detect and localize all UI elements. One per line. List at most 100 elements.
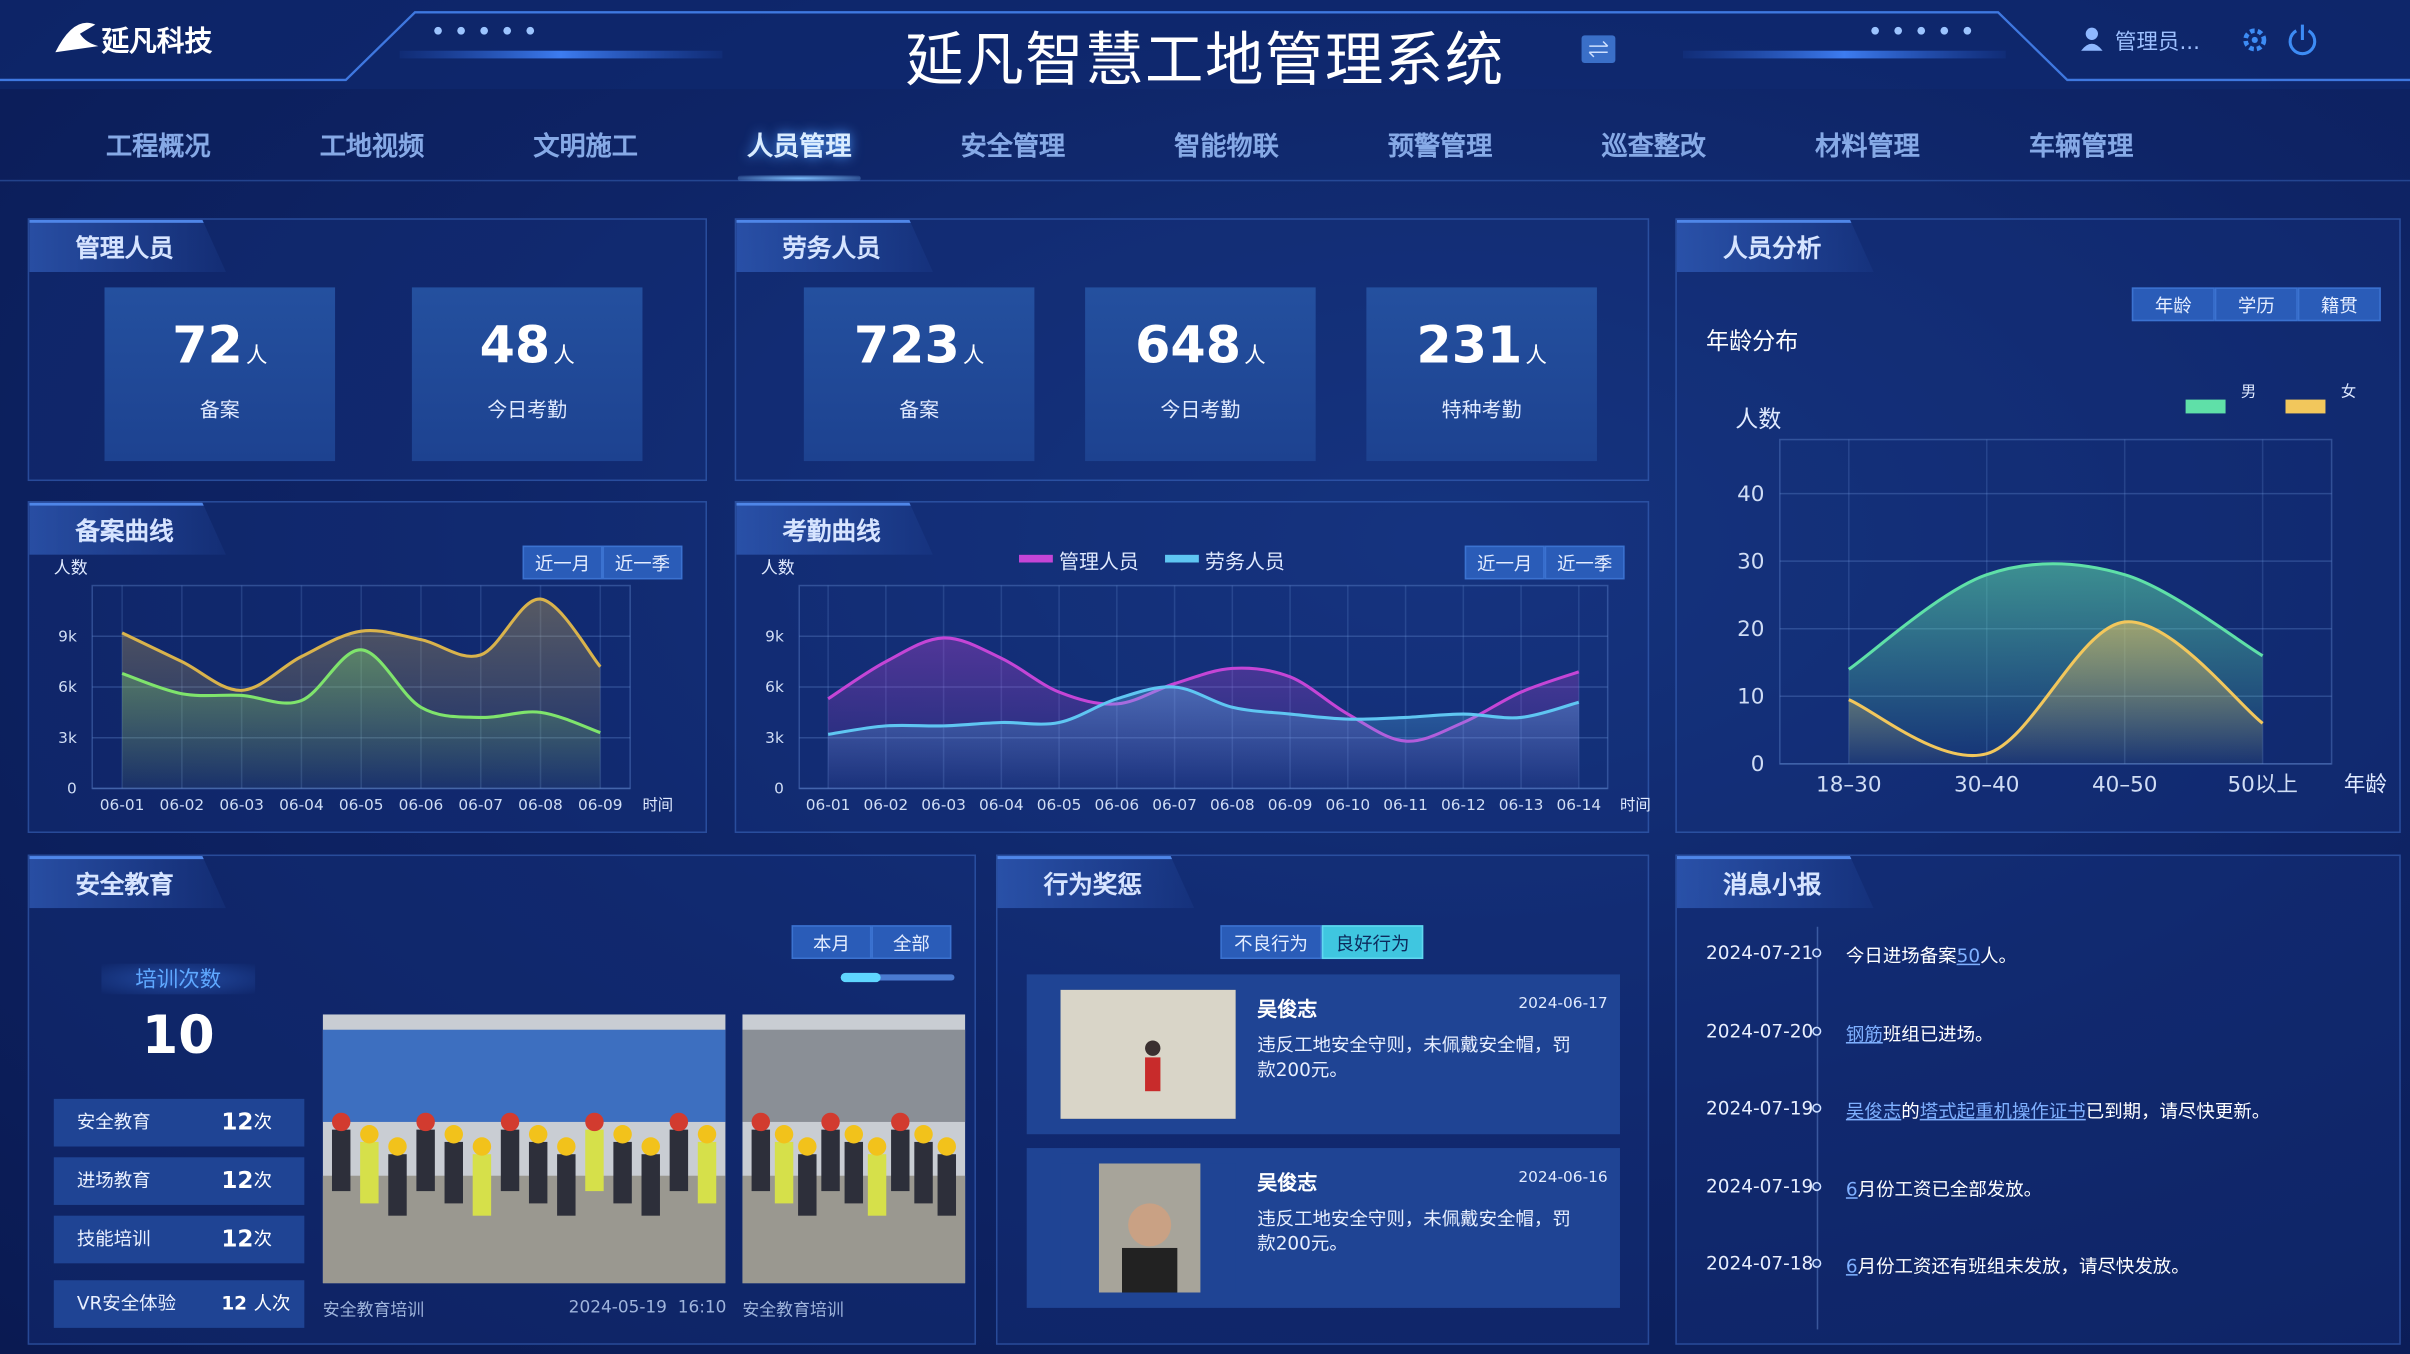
nav-item[interactable]: 人员管理 <box>746 132 852 163</box>
training-unit: 人次 <box>253 1292 291 1315</box>
training-photo <box>322 1014 726 1284</box>
photo-person <box>844 1141 864 1204</box>
nav-item[interactable]: 智能物联 <box>1174 132 1279 163</box>
record-date: 2024-06-16 <box>1518 1169 1608 1187</box>
tab-button[interactable]: 全部 <box>871 925 952 960</box>
news-fragment: 月份工资还有班组未发放，请尽快发放。 <box>1857 1255 2190 1278</box>
nav-item[interactable]: 材料管理 <box>1815 132 1920 163</box>
nav-item[interactable]: 巡查整改 <box>1601 132 1707 163</box>
nav-item[interactable]: 预警管理 <box>1387 132 1493 163</box>
chart: 0 3k 6k 9k 06-01 06-02 06-03 06-04 06-05 06-06 06-… <box>761 550 1651 814</box>
news-text: 吴俊志的塔式起重机操作证书已到期，请尽快更新。 <box>1846 1097 2270 1123</box>
x-tick-label: 06-04 <box>979 796 1024 814</box>
legend-swatch <box>2285 399 2326 414</box>
tab-button[interactable]: 年龄 <box>2131 287 2215 322</box>
y-tick-label: 10 <box>1737 684 1764 709</box>
photo-helmet <box>360 1125 379 1144</box>
stat-value: 48 <box>479 315 551 376</box>
photo-helmet <box>585 1112 604 1132</box>
slider-thumb <box>840 972 881 983</box>
nav-item[interactable]: 工程概况 <box>106 132 211 163</box>
tab-button[interactable]: 本月 <box>791 925 872 960</box>
x-tick-label: 06-06 <box>1095 796 1140 814</box>
stat-value: 648 <box>1135 315 1242 376</box>
nav-item[interactable]: 车辆管理 <box>2028 132 2134 163</box>
training-value: 12 <box>221 1108 254 1136</box>
training-row: 进场教育 12 次 <box>53 1157 305 1205</box>
tab-button[interactable]: 籍贯 <box>2297 287 2381 322</box>
tab-button[interactable]: 近一月 <box>1464 545 1545 580</box>
nav-item[interactable]: 文明施工 <box>533 132 638 163</box>
panel-title: 管理人员 <box>29 219 226 273</box>
y-tick-label: 30 <box>1737 549 1764 574</box>
photo-person <box>388 1154 407 1216</box>
series-area <box>828 686 1579 789</box>
photo-person <box>821 1129 840 1192</box>
x-tick-label: 06-01 <box>100 796 145 814</box>
news-link[interactable]: 钢筋 <box>1845 1022 1883 1045</box>
count-value: 10 <box>141 1005 215 1067</box>
photo-person <box>613 1141 632 1204</box>
news-link[interactable]: 50 <box>1956 945 1981 967</box>
record-card: 吴俊志 2024-06-17 违反工地安全守则，未佩戴安全帽，罚款200元。 <box>1026 974 1620 1135</box>
news-text: 6月份工资已全部发放。 <box>1846 1175 2042 1201</box>
training-name: VR安全体验 <box>76 1292 177 1315</box>
photo-body <box>1145 1057 1161 1092</box>
panel: 安全教育 本月 全部 培训次数 10 安全教育 12 次进场教育 12 次技能培训 12 次 VR安全体… <box>27 854 976 1345</box>
photo-person <box>914 1141 933 1204</box>
news-date: 2024-07-21 <box>1706 942 1814 964</box>
tab-button[interactable]: 近一季 <box>1544 545 1625 580</box>
news-link[interactable]: 塔式起重机操作证书 <box>1919 1100 2086 1122</box>
y-tick-label: 6k <box>58 678 77 696</box>
news-link[interactable]: 吴俊志 <box>1845 1100 1902 1122</box>
photo-helmet <box>669 1112 689 1132</box>
photo-person <box>669 1129 689 1192</box>
x-tick-label: 06-05 <box>1037 796 1082 814</box>
photo-building <box>742 1029 966 1122</box>
stat-unit: 人 <box>962 344 985 369</box>
series-line <box>121 597 602 692</box>
y-tick-label: 6k <box>765 678 784 696</box>
photo-helmet <box>914 1125 933 1144</box>
nav-item[interactable]: 安全管理 <box>960 132 1066 163</box>
training-row: 安全教育 12 次 <box>53 1098 305 1147</box>
photo-body <box>1122 1247 1178 1293</box>
x-axis-label: 年龄 <box>2344 773 2387 798</box>
stat-value-row: 231 人 <box>1366 315 1597 375</box>
news-text: 钢筋班组已进场。 <box>1846 1020 1994 1046</box>
logo: 延凡科技 <box>101 26 213 59</box>
stat-value-row: 72 人 <box>105 315 336 375</box>
photo-helmet <box>798 1137 817 1156</box>
y-tick-label: 0 <box>1751 752 1765 777</box>
y-tick-label: 9k <box>765 627 784 645</box>
x-tick-label: 06-07 <box>458 796 503 814</box>
timeline-dot <box>1812 1025 1822 1036</box>
tab-button[interactable]: 学历 <box>2214 287 2298 322</box>
panel-title: 安全教育 <box>29 856 226 909</box>
y-axis-label: 人数 <box>1735 407 1781 433</box>
news-link[interactable]: 6 <box>1845 1178 1858 1200</box>
timeline-dot <box>1812 948 1822 958</box>
tab-button[interactable]: 近一季 <box>602 545 683 580</box>
photo-person <box>751 1129 771 1192</box>
record-date: 2024-06-17 <box>1518 995 1608 1013</box>
user-name[interactable]: 管理员... <box>2114 30 2200 56</box>
news-fragment: 今日进场备案 <box>1845 945 1957 967</box>
training-unit: 次 <box>253 1111 273 1133</box>
news-date: 2024-07-19 <box>1706 1097 1814 1119</box>
photo-helmet <box>937 1137 957 1156</box>
training-value: 12 <box>221 1166 254 1195</box>
tab-button[interactable]: 良好行为 <box>1321 925 1424 960</box>
news-link[interactable]: 6 <box>1845 1255 1858 1278</box>
stat-label: 备案 <box>899 399 940 423</box>
nav-item[interactable]: 工地视频 <box>319 132 425 163</box>
panel-title: 考勤曲线 <box>736 502 933 555</box>
header-decoration <box>0 0 2410 90</box>
y-tick-label: 40 <box>1737 482 1764 507</box>
tab-button[interactable]: 不良行为 <box>1220 925 1322 960</box>
training-name: 进场教育 <box>76 1169 151 1192</box>
record-photo <box>1060 989 1236 1119</box>
tab-button[interactable]: 近一月 <box>522 545 603 580</box>
stat-label: 特种考勤 <box>1441 399 1522 423</box>
y-tick-label: 3k <box>58 729 77 747</box>
